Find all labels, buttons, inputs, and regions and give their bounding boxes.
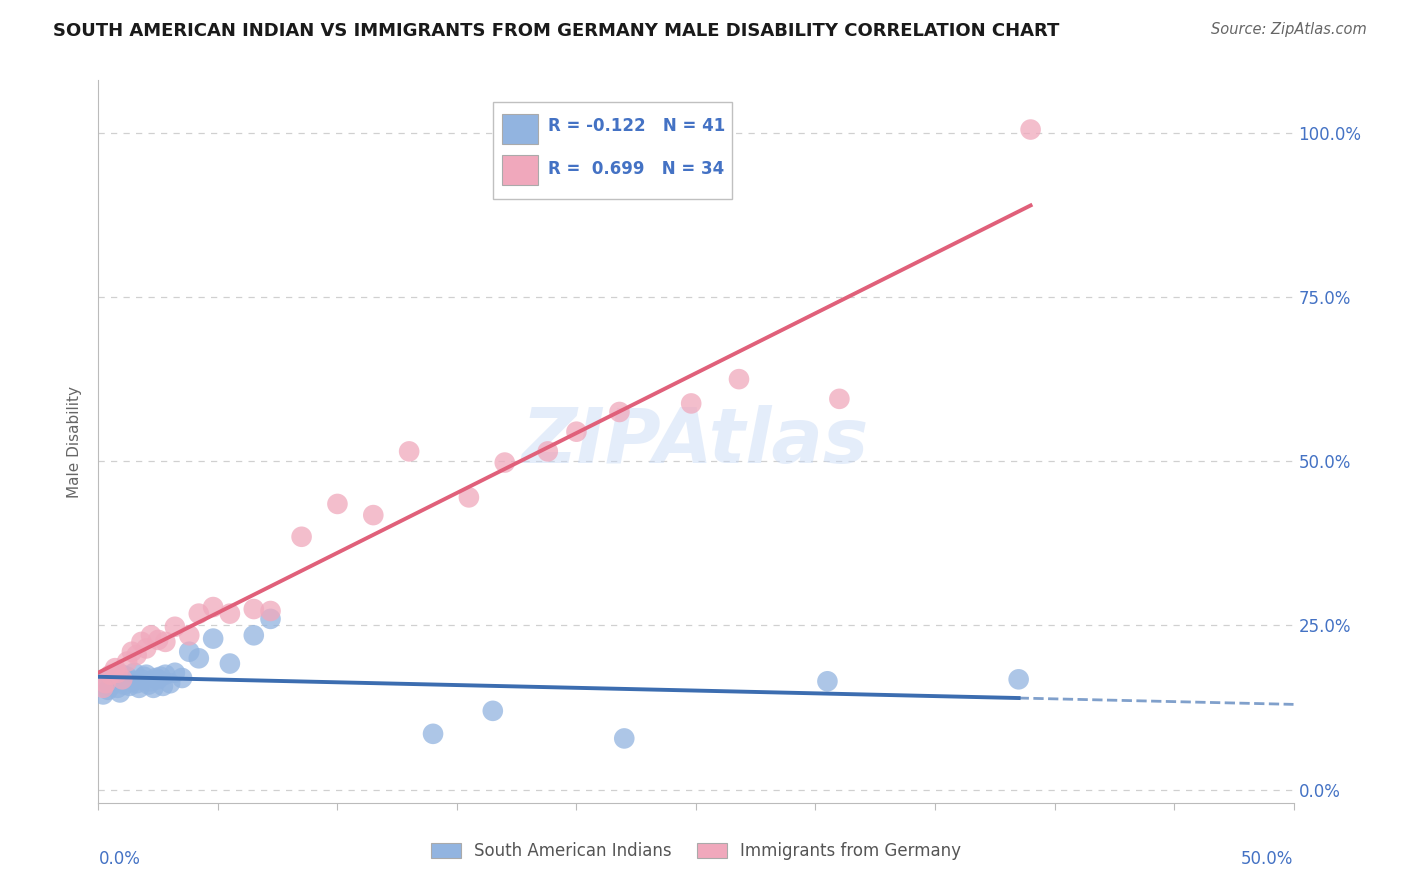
Point xyxy=(114,677,136,691)
Point xyxy=(104,671,127,685)
Text: 50.0%: 50.0% xyxy=(1241,850,1294,868)
Point xyxy=(131,635,153,649)
Point xyxy=(107,681,129,695)
Point xyxy=(187,607,209,621)
Point xyxy=(125,676,148,690)
Point xyxy=(121,645,143,659)
Point xyxy=(828,392,851,406)
Point xyxy=(815,674,838,689)
Y-axis label: Male Disability: Male Disability xyxy=(67,385,83,498)
Point xyxy=(163,665,186,680)
Point xyxy=(565,425,588,439)
Point xyxy=(537,444,560,458)
Point xyxy=(115,670,138,684)
Point xyxy=(458,491,481,505)
Point xyxy=(179,645,201,659)
Point xyxy=(398,444,420,458)
Point xyxy=(94,673,117,687)
Point xyxy=(728,372,751,386)
Text: SOUTH AMERICAN INDIAN VS IMMIGRANTS FROM GERMANY MALE DISABILITY CORRELATION CHA: SOUTH AMERICAN INDIAN VS IMMIGRANTS FROM… xyxy=(53,22,1060,40)
Point xyxy=(124,665,146,680)
Point xyxy=(142,681,165,695)
Text: R =  0.699   N = 34: R = 0.699 N = 34 xyxy=(548,161,724,178)
Point xyxy=(107,665,129,680)
Point xyxy=(148,673,170,687)
Point xyxy=(159,676,181,690)
Point xyxy=(139,674,162,689)
Text: 0.0%: 0.0% xyxy=(98,850,141,868)
Point xyxy=(179,628,201,642)
Point xyxy=(259,612,281,626)
Point xyxy=(155,667,177,681)
Point xyxy=(152,679,174,693)
Point xyxy=(259,604,281,618)
Point xyxy=(132,670,155,684)
Point xyxy=(98,679,122,693)
FancyBboxPatch shape xyxy=(502,154,538,185)
Point xyxy=(131,673,153,687)
Point xyxy=(613,731,636,746)
Point xyxy=(91,687,114,701)
Point xyxy=(1019,122,1042,136)
Point xyxy=(172,671,194,685)
Point xyxy=(291,530,314,544)
Point xyxy=(202,600,225,615)
Point xyxy=(135,641,157,656)
Point xyxy=(139,628,162,642)
Point xyxy=(494,456,516,470)
Point xyxy=(91,681,114,695)
Text: Source: ZipAtlas.com: Source: ZipAtlas.com xyxy=(1211,22,1367,37)
Point xyxy=(94,676,117,690)
Point xyxy=(121,674,143,689)
Point xyxy=(148,632,170,647)
Point xyxy=(219,607,242,621)
Point xyxy=(128,681,150,695)
Point xyxy=(101,675,124,690)
Point xyxy=(118,679,141,693)
Point xyxy=(219,657,242,671)
Point xyxy=(326,497,349,511)
Legend: South American Indians, Immigrants from Germany: South American Indians, Immigrants from … xyxy=(425,836,967,867)
Point xyxy=(108,685,131,699)
Point xyxy=(187,651,209,665)
Point xyxy=(481,704,505,718)
Point xyxy=(681,396,703,410)
Text: ZIPAtlas: ZIPAtlas xyxy=(522,405,870,478)
Point xyxy=(363,508,385,522)
Text: R = -0.122   N = 41: R = -0.122 N = 41 xyxy=(548,117,725,135)
Point xyxy=(609,405,631,419)
FancyBboxPatch shape xyxy=(494,102,733,200)
Point xyxy=(111,673,134,687)
FancyBboxPatch shape xyxy=(502,113,538,144)
Point xyxy=(1008,673,1031,687)
Point xyxy=(202,632,225,646)
Point xyxy=(125,648,148,662)
Point xyxy=(138,677,160,691)
Point xyxy=(163,620,186,634)
Point xyxy=(115,655,138,669)
Point xyxy=(243,602,266,616)
Point xyxy=(243,628,266,642)
Point xyxy=(97,682,120,697)
Point xyxy=(104,661,127,675)
Point xyxy=(111,667,134,681)
Point xyxy=(98,667,122,681)
Point xyxy=(155,635,177,649)
Point xyxy=(135,667,157,681)
Point xyxy=(422,727,444,741)
Point xyxy=(145,671,167,685)
Point xyxy=(149,670,172,684)
